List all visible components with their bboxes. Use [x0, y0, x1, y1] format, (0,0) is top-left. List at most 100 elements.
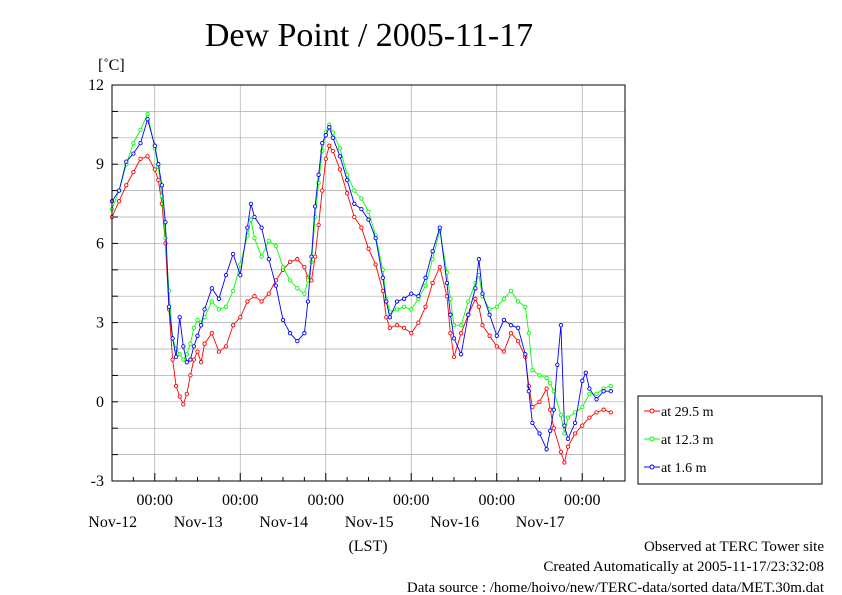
series-1 — [109, 111, 613, 436]
series-point — [287, 259, 293, 265]
series-point — [430, 257, 435, 262]
series-point — [494, 344, 499, 349]
footer-created: Created Automatically at 2005-11-17/23:3… — [543, 559, 824, 575]
series-point — [330, 135, 336, 140]
series-point — [409, 307, 414, 312]
series-point — [209, 299, 214, 304]
series-point — [131, 140, 136, 146]
series-point — [583, 370, 588, 375]
series-point — [273, 243, 279, 249]
series-point — [523, 352, 528, 357]
series-point — [166, 304, 172, 309]
series-0 — [109, 143, 613, 465]
legend-swatch-marker — [649, 464, 655, 470]
series-point — [466, 312, 471, 317]
series-point — [515, 338, 521, 344]
series-point — [565, 436, 571, 441]
x-tick-date: Nov-12 — [88, 514, 137, 531]
series-point — [145, 154, 150, 159]
series-point — [320, 188, 325, 193]
series-point — [526, 331, 531, 336]
legend-box — [637, 395, 823, 485]
series-point — [537, 399, 542, 404]
series-point — [451, 336, 457, 341]
series-point — [170, 357, 175, 362]
series-point — [330, 148, 336, 154]
series-point — [238, 315, 243, 320]
series-point — [337, 167, 343, 172]
series-point — [198, 323, 204, 328]
series-point — [594, 410, 599, 415]
series-point — [601, 389, 606, 394]
x-axis-label: (LST) — [348, 538, 387, 555]
series-point — [312, 204, 318, 209]
series-line — [111, 144, 611, 465]
series-point — [380, 288, 385, 294]
series-point — [359, 225, 364, 230]
series-point — [437, 225, 442, 230]
series-point — [366, 209, 371, 214]
series-point — [373, 262, 378, 267]
series-point — [323, 156, 328, 162]
series-point — [548, 381, 553, 386]
series-point — [327, 143, 332, 148]
footer-source: Data source : /home/hoivo/new/TERC-data/… — [407, 580, 825, 595]
series-point — [558, 323, 564, 328]
series-line — [111, 112, 611, 434]
series-point — [209, 286, 214, 291]
series-point — [202, 307, 207, 312]
series-point — [287, 331, 293, 336]
series-point — [188, 373, 193, 378]
series-point — [138, 156, 143, 162]
series-point — [316, 222, 321, 228]
series-point — [245, 299, 250, 304]
series-point — [526, 389, 531, 394]
series-point — [562, 423, 567, 428]
series-point — [316, 172, 321, 177]
series-point — [116, 199, 122, 204]
series-point — [327, 125, 332, 130]
series-point — [181, 344, 186, 349]
series-point — [252, 294, 257, 299]
series-point — [487, 333, 492, 338]
series-point — [401, 304, 407, 309]
series-point — [430, 280, 435, 286]
series-point — [266, 257, 271, 262]
series-point — [302, 331, 307, 336]
series-point — [409, 291, 414, 296]
series-point — [537, 431, 542, 436]
series-point — [565, 444, 571, 449]
y-tick-label: 6 — [96, 235, 104, 252]
series-point — [166, 288, 172, 294]
y-tick-label: -3 — [91, 473, 104, 490]
series-point — [280, 317, 286, 323]
series-point — [384, 299, 389, 304]
series-point — [515, 325, 521, 331]
series-point — [152, 143, 157, 148]
series-point — [548, 407, 553, 412]
series-point — [473, 286, 478, 291]
series-point — [608, 410, 613, 415]
series-point — [580, 423, 585, 428]
plot-frame — [111, 84, 626, 482]
series-point — [451, 323, 457, 328]
series-point — [458, 323, 464, 328]
legend-label: at 1.6 m — [661, 461, 707, 476]
series-point — [248, 201, 254, 206]
series-point — [191, 357, 197, 362]
series-point — [558, 449, 564, 455]
series-point — [152, 167, 157, 172]
series-point — [259, 225, 264, 230]
series-point — [352, 188, 357, 193]
series-point — [145, 117, 150, 122]
series-point — [448, 331, 453, 336]
series-point — [344, 191, 350, 196]
series-point — [562, 431, 567, 436]
series-point — [544, 447, 549, 452]
series-point — [202, 341, 207, 346]
series-point — [476, 304, 482, 309]
series-point — [380, 275, 385, 280]
series-point — [302, 291, 307, 296]
series-point — [394, 299, 400, 304]
